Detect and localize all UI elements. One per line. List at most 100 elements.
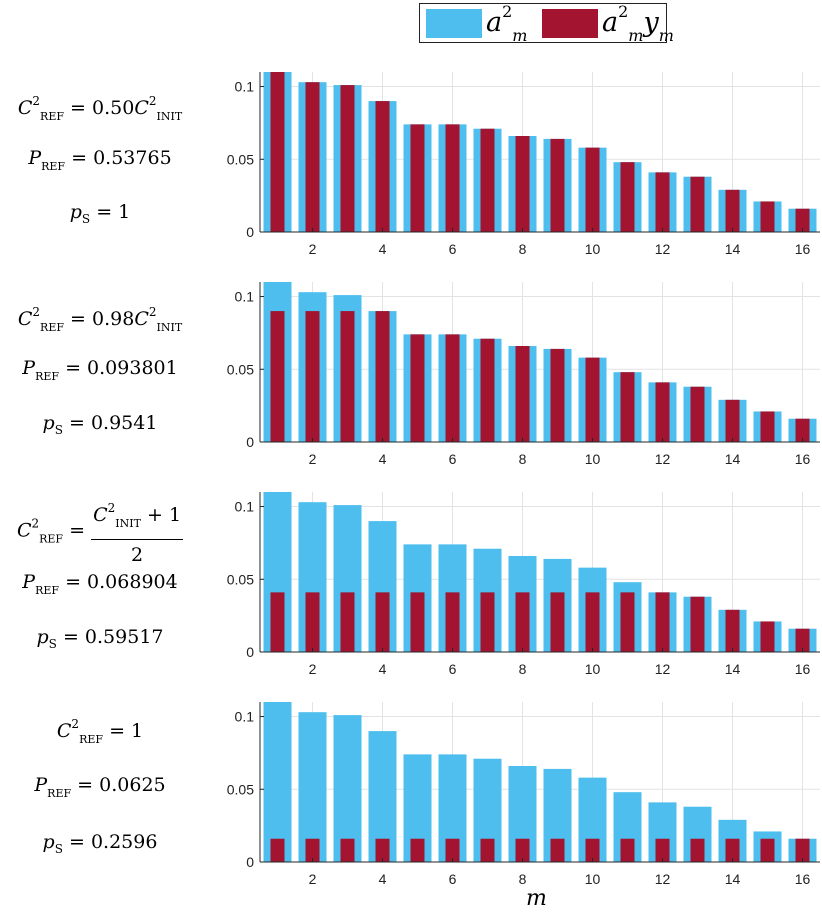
legend-swatch-a2y xyxy=(542,9,598,38)
panel-1-bar-a2y-m3 xyxy=(340,85,355,232)
panel-2-bar-a2y-m15 xyxy=(760,411,775,442)
panel-1-bar-a2y-m9 xyxy=(550,138,565,232)
panel-4-bar-a2y-m10 xyxy=(585,838,600,862)
panel-2-bar-a2y-m6 xyxy=(445,334,460,442)
legend: a2m a2mym xyxy=(419,3,674,44)
panel-4-bar-a2y-m5 xyxy=(410,838,425,862)
panel-3-c-ref-equation: C2REF = C2INIT + 1 2 xyxy=(0,496,200,567)
panel-1-x-tick-label-2: 2 xyxy=(309,241,317,257)
panel-3-bar-a2y-m8 xyxy=(515,592,530,652)
panel-4-x-tick-label-8: 8 xyxy=(519,871,527,887)
panel-1-y-tick-label-0: 0 xyxy=(246,224,254,240)
panel-1-x-tick-label-12: 12 xyxy=(655,241,671,257)
panel-4-bar-a2y-m7 xyxy=(480,838,495,862)
panel-4-bar-a2y-m8 xyxy=(515,838,530,862)
panel-1-c-ref-equation: C2REF = 0.50C2INIT xyxy=(17,94,183,123)
panel-2-y-tick-label-0.1: 0.1 xyxy=(235,289,255,305)
legend-swatch-a2 xyxy=(426,9,482,38)
legend-label-a2y: a2mym xyxy=(602,2,674,46)
panel-4-bar-a2y-m3 xyxy=(340,838,355,862)
panel-2-bar-a2y-m11 xyxy=(620,372,635,442)
panel-4-bar-a2y-m2 xyxy=(305,838,320,862)
panel-1-y-tick-label-0.05: 0.05 xyxy=(227,151,254,167)
panel-3-bar-a2y-m1 xyxy=(270,592,285,652)
panel-1-x-tick-label-8: 8 xyxy=(519,241,527,257)
panel-4-p-s-equation: pS = 0.2596 xyxy=(42,831,158,856)
panel-1-x-tick-label-6: 6 xyxy=(449,241,457,257)
panel-1-x-tick-label-16: 16 xyxy=(795,241,811,257)
panel-3-bar-a2y-m16 xyxy=(795,628,810,652)
panel-3-y-tick-label-0: 0 xyxy=(246,644,254,660)
panel-4-bar-a2y-m1 xyxy=(270,838,285,862)
panel-4-x-tick-label-2: 2 xyxy=(309,871,317,887)
panel-3-bar-a2y-m3 xyxy=(340,592,355,652)
panel-2-p-s-equation: pS = 0.9541 xyxy=(42,412,158,437)
panel-3-bar-a2y-m15 xyxy=(760,621,775,652)
panel-3-x-tick-label-14: 14 xyxy=(725,661,741,677)
panel-1-bar-a2y-m8 xyxy=(515,136,530,232)
panel-2-x-tick-label-10: 10 xyxy=(585,451,601,467)
panel-4-bar-a2y-m15 xyxy=(760,838,775,862)
panel-4-x-tick-label-6: 6 xyxy=(449,871,457,887)
x-axis-label: m xyxy=(526,886,547,911)
panel-2-bar-a2y-m1 xyxy=(270,311,285,442)
panel-3-bar-a2y-m13 xyxy=(690,596,705,652)
panel-2-x-tick-label-16: 16 xyxy=(795,451,811,467)
panel-2-y-tick-label-0: 0 xyxy=(246,434,254,450)
panel-2-p-ref-equation: PREF = 0.093801 xyxy=(22,357,178,383)
panel-2-x-tick-label-12: 12 xyxy=(655,451,671,467)
panel-1-x-tick-label-4: 4 xyxy=(379,241,387,257)
panel-1-x-tick-label-14: 14 xyxy=(725,241,741,257)
panel-1-bar-a2y-m15 xyxy=(760,201,775,232)
panel-2-bar-a2y-m4 xyxy=(375,311,390,442)
panel-4-y-tick-label-0: 0 xyxy=(246,854,254,870)
panel-3-bar-a2y-m6 xyxy=(445,592,460,652)
c-ref-fraction: C2INIT + 1 2 xyxy=(91,496,184,567)
panel-4-y-tick-label-0.1: 0.1 xyxy=(235,709,255,725)
panel-4-p-ref-equation: PREF = 0.0625 xyxy=(34,774,166,800)
panel-3-bar-a2y-m4 xyxy=(375,592,390,652)
panel-3-bar-a2y-m9 xyxy=(550,592,565,652)
panel-4-x-tick-label-10: 10 xyxy=(585,871,601,887)
panel-1-bar-a2y-m2 xyxy=(305,82,320,232)
panel-3-x-tick-label-4: 4 xyxy=(379,661,387,677)
panel-3-p-ref-equation: PREF = 0.068904 xyxy=(22,571,178,597)
panel-1-bar-a2y-m10 xyxy=(585,147,600,232)
panel-2-bar-a2y-m5 xyxy=(410,334,425,442)
panel-2-bar-a2y-m12 xyxy=(655,382,670,442)
panel-1-bar-a2y-m16 xyxy=(795,208,810,232)
panel-1-bar-a2y-m1 xyxy=(270,72,285,232)
panel-2-x-tick-label-2: 2 xyxy=(309,451,317,467)
panel-3-x-tick-label-8: 8 xyxy=(519,661,527,677)
panel-1-bar-a2y-m7 xyxy=(480,128,495,232)
panel-3-y-tick-label-0.1: 0.1 xyxy=(235,499,255,515)
panel-1-bar-a2y-m5 xyxy=(410,124,425,232)
panel-1-p-ref-equation: PREF = 0.53765 xyxy=(28,147,172,173)
panel-4-x-tick-label-4: 4 xyxy=(379,871,387,887)
panel-3-bar-a2y-m14 xyxy=(725,609,740,652)
panel-2-bar-a2y-m16 xyxy=(795,418,810,442)
panel-4-c-ref-equation: C2REF = 1 xyxy=(56,717,144,746)
panel-2-x-tick-label-4: 4 xyxy=(379,451,387,467)
panel-4-bar-a2y-m11 xyxy=(620,838,635,862)
panel-1-bar-a2y-m11 xyxy=(620,162,635,232)
panel-2-bar-a2y-m7 xyxy=(480,338,495,442)
panel-2-x-tick-label-14: 14 xyxy=(725,451,741,467)
panel-4-bar-a2y-m6 xyxy=(445,838,460,862)
panel-4-bar-a2y-m14 xyxy=(725,838,740,862)
panel-2-x-tick-label-6: 6 xyxy=(449,451,457,467)
panel-3-x-tick-label-16: 16 xyxy=(795,661,811,677)
panel-3-x-tick-label-6: 6 xyxy=(449,661,457,677)
panel-1-x-tick-label-10: 10 xyxy=(585,241,601,257)
panel-4-bar-a2-m2 xyxy=(298,712,327,862)
panel-2-bar-a2y-m9 xyxy=(550,348,565,442)
panel-4-x-tick-label-14: 14 xyxy=(725,871,741,887)
panel-3-x-tick-label-2: 2 xyxy=(309,661,317,677)
panel-2-bar-a2y-m14 xyxy=(725,399,740,442)
panel-3-y-tick-label-0.05: 0.05 xyxy=(227,571,254,587)
panel-1-bar-a2y-m6 xyxy=(445,124,460,232)
panel-3-bar-a2y-m11 xyxy=(620,592,635,652)
panel-1-bar-a2y-m14 xyxy=(725,189,740,232)
panel-1-bar-a2y-m13 xyxy=(690,176,705,232)
panel-4-x-tick-label-12: 12 xyxy=(655,871,671,887)
